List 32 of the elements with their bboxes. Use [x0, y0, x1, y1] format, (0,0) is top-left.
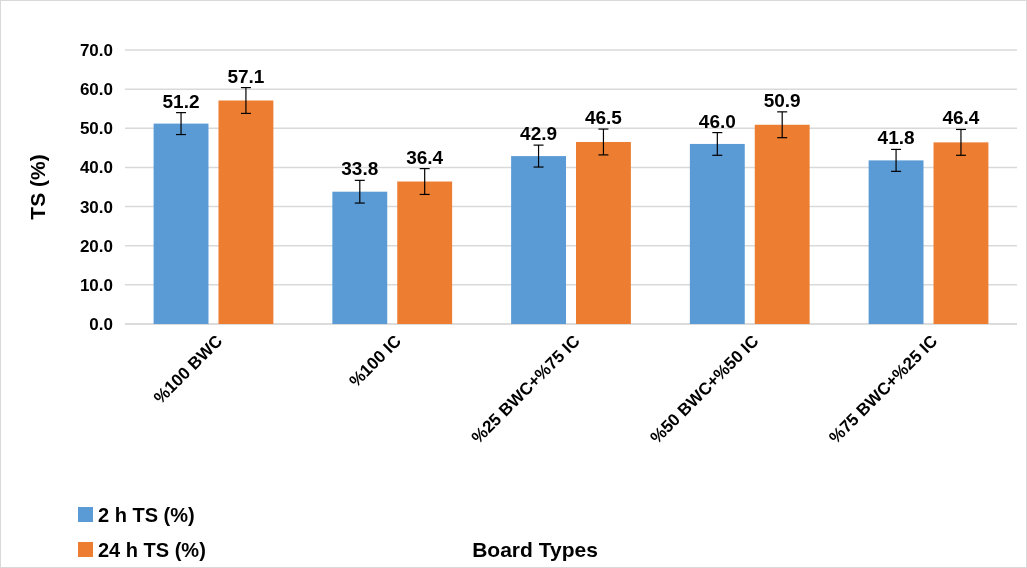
y-tick-label: 60.0: [79, 80, 113, 100]
legend-label: 24 h TS (%): [98, 539, 206, 561]
y-tick-label: 50.0: [79, 119, 113, 139]
data-label: 51.2: [162, 90, 200, 112]
data-label: 33.8: [341, 158, 379, 180]
data-label: 57.1: [227, 65, 265, 87]
y-tick-label: 10.0: [79, 275, 113, 295]
bar: [868, 160, 924, 324]
y-tick-label: 30.0: [79, 197, 113, 217]
y-tick-label: 40.0: [79, 158, 113, 178]
bar: [511, 156, 566, 324]
data-label: 46.0: [698, 110, 736, 132]
bar: [218, 100, 274, 324]
data-label: 42.9: [520, 123, 558, 145]
bar: [153, 123, 209, 324]
bar: [689, 143, 745, 324]
bar: [397, 181, 453, 324]
data-label: 46.4: [942, 107, 980, 129]
bar: [933, 142, 989, 324]
data-label: 50.9: [763, 89, 801, 111]
data-label: 46.5: [584, 107, 623, 129]
data-label: 36.4: [406, 146, 444, 168]
x-axis-title: Board Types: [472, 538, 598, 561]
y-tick-label: 20.0: [79, 236, 113, 256]
bar: [754, 124, 810, 324]
y-tick-label: 0.0: [89, 314, 113, 334]
legend-label: 2 h TS (%): [98, 504, 195, 526]
y-tick-label: 70.0: [79, 40, 113, 60]
y-axis-title: TS (%): [26, 154, 49, 220]
bar: [576, 141, 631, 324]
bar: [332, 191, 388, 324]
data-label: 41.8: [877, 127, 915, 149]
